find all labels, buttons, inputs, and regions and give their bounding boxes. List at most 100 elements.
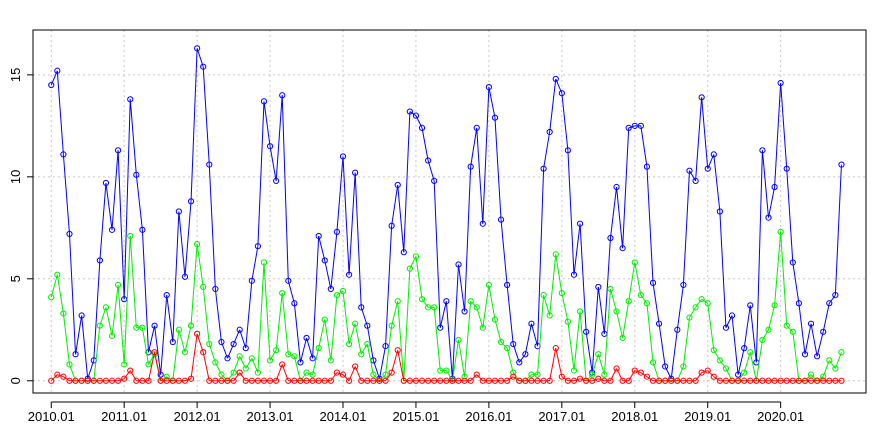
series-1-segment (525, 374, 532, 382)
series-2-segment (50, 374, 58, 382)
series-2-point (376, 377, 383, 384)
series-0-segment (293, 303, 301, 363)
series-1-point (546, 312, 553, 319)
series-0-segment (591, 286, 599, 373)
series-0-segment (810, 323, 818, 357)
series-1-point (576, 308, 584, 315)
series-1-point (741, 369, 748, 376)
series-1-point (273, 347, 280, 354)
series-2-point (157, 377, 164, 384)
series-1-segment (701, 298, 708, 304)
series-1-point (66, 361, 73, 368)
series-2-segment (555, 348, 563, 377)
series-2-point (327, 377, 334, 384)
series-0-segment (287, 280, 295, 304)
series-1-point (218, 371, 225, 378)
series-1-segment (214, 362, 222, 375)
series-0-segment (312, 235, 320, 359)
x-tick-label: 2015.01 (392, 409, 439, 424)
series-0-segment (500, 219, 508, 285)
series-1-point (309, 371, 316, 378)
series-0-segment (105, 182, 113, 230)
series-1-point (455, 336, 462, 344)
series-0-segment (354, 172, 362, 308)
series-1-segment (366, 343, 374, 375)
series-1-point (212, 359, 219, 366)
series-2-point (479, 377, 486, 384)
series-2-point (151, 349, 158, 356)
series-2-point (528, 377, 535, 384)
series-1-point (425, 304, 432, 311)
series-0-point (315, 232, 322, 240)
series-2-point (163, 377, 170, 384)
series-0-segment (93, 260, 101, 361)
series-0-point (479, 220, 486, 227)
series-1-segment (281, 293, 289, 355)
series-0-segment (658, 323, 666, 367)
series-2-point (759, 377, 766, 384)
series-1-point (686, 314, 693, 321)
series-1-segment (99, 307, 107, 326)
y-tick-label: 10 (8, 170, 23, 184)
series-1-segment (591, 354, 599, 375)
series-0-point (212, 285, 219, 293)
series-2-segment (190, 333, 198, 379)
x-tick-label: 2014.01 (320, 409, 367, 424)
series-1-segment (780, 231, 788, 326)
series-2-point (467, 377, 474, 384)
series-0-point (248, 277, 255, 284)
y-axis: 0 5 10 15 (8, 68, 33, 384)
series-2-point (789, 377, 796, 384)
series-2-point (826, 377, 833, 384)
series-0-segment (768, 186, 776, 218)
series-2-segment (628, 370, 636, 382)
series-2-point (728, 377, 736, 384)
series-1-segment (482, 284, 490, 328)
series-1-point (643, 300, 651, 307)
series-1-point (394, 298, 401, 305)
series-1-segment (269, 349, 277, 361)
series-2-segment (336, 372, 344, 376)
series-0-segment (263, 101, 271, 147)
series-1-segment (373, 374, 380, 382)
series-1-segment (616, 311, 624, 339)
series-0-point (443, 298, 450, 305)
series-2-point (285, 377, 292, 384)
series-0-segment (141, 229, 149, 353)
series-0-point (704, 165, 711, 172)
series-2-segment (129, 370, 137, 382)
series-1-point (558, 289, 565, 297)
series-0-point (643, 163, 651, 170)
series-2-point (668, 377, 675, 384)
series-2-segment (239, 372, 247, 382)
series-1-segment (774, 231, 782, 306)
series-1-point (175, 326, 182, 333)
series-1-segment (288, 353, 295, 357)
series-2-segment (63, 376, 70, 382)
series-2-segment (57, 374, 64, 378)
series-2-segment (713, 376, 721, 382)
series-0-point (570, 271, 578, 278)
y-tick-label: 0 (8, 377, 23, 384)
series-2-point (674, 377, 681, 384)
series-1-point (789, 328, 796, 335)
series-2-segment (154, 352, 162, 381)
series-0-point (321, 257, 328, 264)
series-1-point (710, 347, 717, 354)
series-0-point (139, 226, 146, 233)
series-0-point (680, 281, 687, 289)
series-2-point (102, 377, 110, 384)
series-2-point (60, 373, 67, 380)
series-2 (48, 330, 845, 384)
series-2-segment (695, 372, 703, 382)
series-1-point (370, 371, 377, 378)
series-1-point (619, 334, 626, 342)
series-1-point (534, 371, 541, 378)
series-2-point (504, 377, 511, 384)
series-1-point (315, 345, 322, 352)
series-0-segment (445, 301, 453, 379)
series-0-segment (488, 87, 496, 118)
series-0-segment (160, 295, 168, 375)
series-1-segment (117, 284, 125, 365)
series-2-point (388, 369, 395, 376)
